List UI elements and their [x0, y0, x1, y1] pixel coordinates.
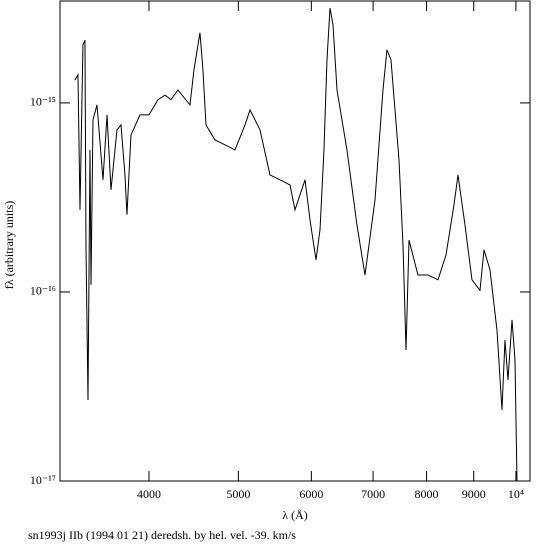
y-tick-label: 10⁻¹⁷ [30, 473, 56, 487]
x-tick-label: 9000 [462, 487, 486, 501]
x-tick-label: 8000 [415, 487, 439, 501]
y-tick-label: 10⁻¹⁶ [30, 284, 56, 298]
plot-frame [59, 0, 531, 482]
x-tick-label: 6000 [299, 487, 323, 501]
y-axis-label: fλ (arbitrary units) [2, 201, 16, 289]
x-tick-label: 7000 [361, 487, 385, 501]
x-axis-label: λ (Å) [282, 508, 307, 522]
spectrum-line [74, 7, 518, 482]
x-tick-label: 5000 [226, 487, 250, 501]
caption: sn1993j IIb (1994 01 21) deredsh. by hel… [28, 528, 296, 542]
y-tick-label: 10⁻¹⁵ [30, 95, 56, 109]
x-tick-label: 4000 [137, 487, 161, 501]
x-tick-label: 10⁴ [508, 487, 524, 501]
